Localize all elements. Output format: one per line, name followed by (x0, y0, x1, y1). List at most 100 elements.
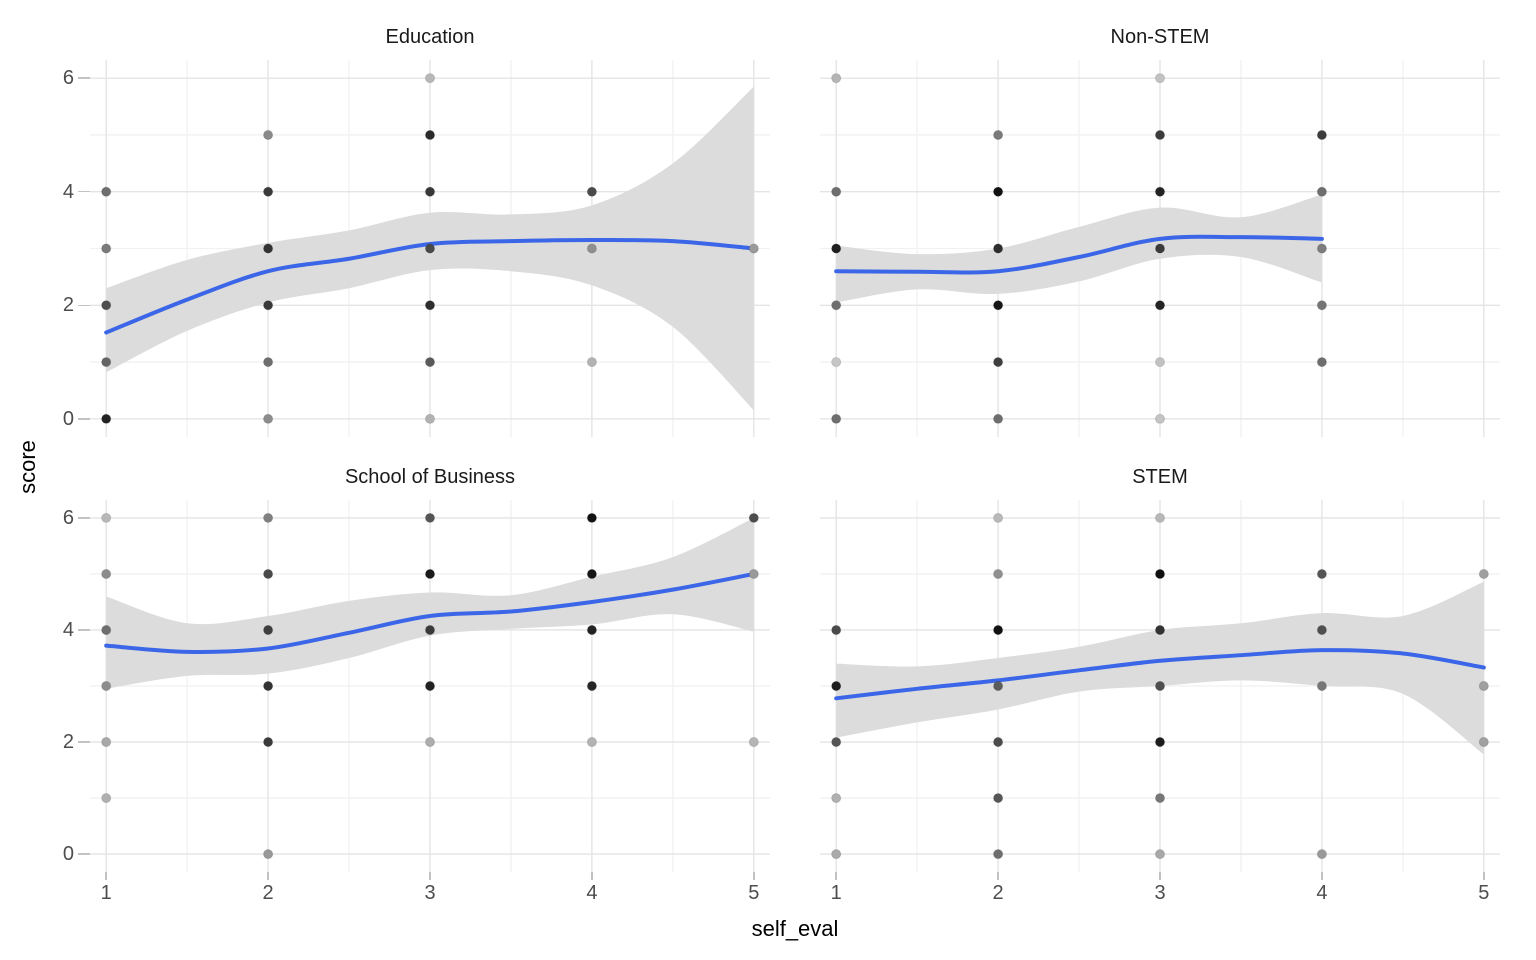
y-tick-label: 4 (62, 180, 74, 203)
data-point (992, 356, 1004, 368)
data-point (586, 243, 598, 254)
data-point (262, 243, 274, 254)
data-point (1316, 129, 1328, 141)
panel-stem (820, 500, 1500, 872)
data-point (1154, 848, 1166, 860)
data-point (424, 413, 436, 424)
data-point (101, 792, 112, 804)
facet-title-stem: STEM (1132, 466, 1188, 488)
data-point (1316, 243, 1328, 254)
data-point (1478, 736, 1489, 748)
x-tick-label: 1 (830, 882, 842, 904)
x-tick-label: 2 (992, 882, 1004, 904)
data-point (424, 300, 436, 311)
data-point (831, 624, 842, 636)
x-tick-mark (267, 872, 269, 880)
confidence-ribbon (836, 581, 1484, 755)
data-point (424, 73, 436, 84)
data-point (1478, 568, 1489, 580)
data-point (992, 186, 1004, 197)
x-tick-mark (105, 872, 107, 880)
smooth-line (834, 648, 1486, 701)
data-point (262, 848, 274, 860)
x-tick-mark (835, 872, 837, 880)
data-point (1154, 680, 1166, 692)
smooth-line (834, 234, 1324, 275)
data-point (1316, 186, 1328, 197)
data-point (1154, 624, 1166, 636)
data-point (1478, 680, 1489, 692)
facet-title-non-stem: Non-STEM (1110, 26, 1210, 48)
data-point (262, 356, 274, 368)
y-tick-mark (78, 517, 90, 519)
x-tick-label: 5 (748, 882, 760, 904)
panel-non-stem (820, 60, 1500, 437)
data-point (101, 568, 112, 580)
data-point (101, 624, 112, 636)
facet-title-school-of-business: School of Business (344, 466, 516, 488)
data-point (262, 186, 274, 197)
data-point (424, 356, 436, 368)
data-point (831, 792, 842, 804)
data-point (1154, 73, 1166, 84)
data-point (1154, 356, 1166, 368)
x-tick-mark (1483, 872, 1485, 880)
x-tick-mark (997, 872, 999, 880)
y-tick-label: 6 (62, 506, 74, 529)
data-point (586, 568, 598, 580)
y-tick-label: 2 (62, 294, 74, 317)
data-point (1154, 243, 1166, 254)
data-point (424, 512, 436, 524)
y-tick-mark (78, 853, 90, 855)
data-point (1154, 300, 1166, 311)
y-tick-label: 4 (62, 618, 74, 641)
data-point (586, 356, 598, 368)
y-tick-label: 2 (62, 731, 74, 754)
data-point (1154, 413, 1166, 424)
data-point (101, 512, 112, 524)
data-point (101, 413, 112, 424)
data-point (992, 736, 1004, 748)
data-point (101, 680, 112, 692)
data-point (992, 568, 1004, 580)
x-tick-label: 2 (262, 882, 274, 904)
data-point (262, 736, 274, 748)
x-tick-mark (1321, 872, 1323, 880)
x-tick-label: 5 (1478, 882, 1490, 904)
data-point (1316, 680, 1328, 692)
data-point (1316, 356, 1328, 368)
panel-education (90, 60, 770, 437)
y-tick-label: 0 (62, 407, 74, 430)
x-tick-label: 4 (586, 882, 598, 904)
data-point (586, 680, 598, 692)
data-point (1316, 624, 1328, 636)
data-point (262, 512, 274, 524)
data-point (262, 680, 274, 692)
y-tick-mark (78, 418, 90, 420)
data-point (101, 186, 112, 197)
data-point (424, 624, 436, 636)
data-point (424, 568, 436, 580)
data-point (1154, 568, 1166, 580)
data-point (1154, 512, 1166, 524)
smooth-line (104, 571, 756, 654)
x-tick-mark (591, 872, 593, 880)
data-point (831, 356, 842, 368)
y-tick-mark (78, 304, 90, 307)
confidence-ribbon (836, 194, 1322, 303)
data-point (586, 512, 598, 524)
y-tick-label: 0 (62, 843, 74, 866)
x-tick-label: 4 (1316, 882, 1328, 904)
data-point (992, 413, 1004, 424)
data-point (748, 243, 759, 254)
data-point (992, 624, 1004, 636)
data-point (262, 300, 274, 311)
data-point (1154, 129, 1166, 141)
data-point (831, 680, 842, 692)
data-point (424, 736, 436, 748)
x-tick-mark (1159, 872, 1161, 880)
data-point (831, 243, 842, 254)
data-point (831, 736, 842, 748)
y-tick-mark (78, 77, 90, 79)
